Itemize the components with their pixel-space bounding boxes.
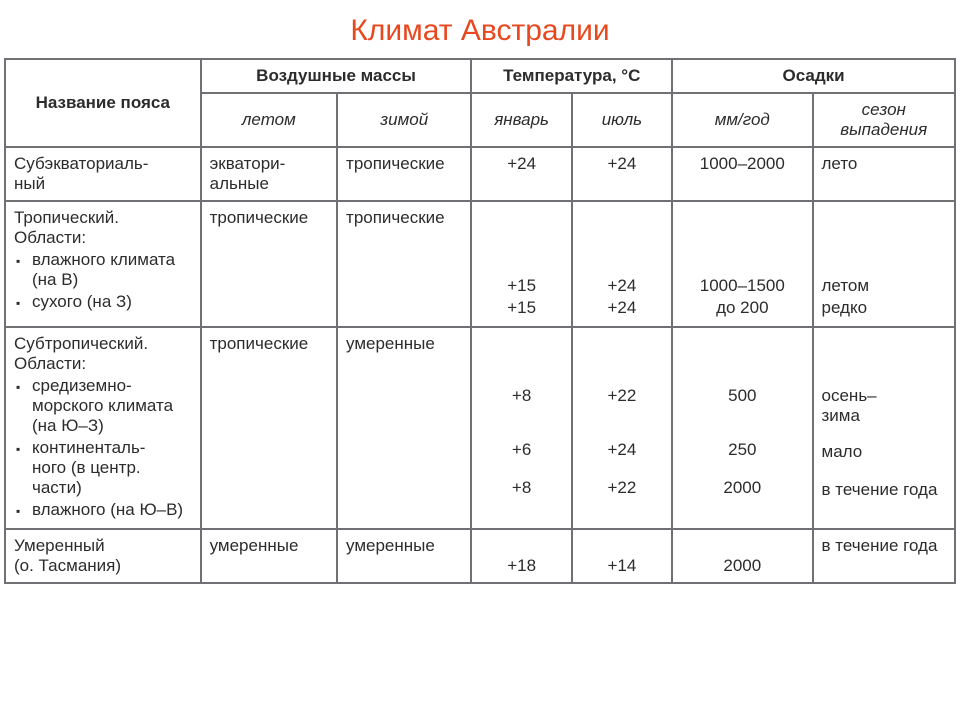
cell-mm: 1000–2000 bbox=[672, 147, 812, 201]
val: 2000 bbox=[681, 478, 803, 498]
bullet-item: сухого (на З) bbox=[14, 292, 192, 312]
cell-season: в течение года bbox=[813, 529, 955, 583]
cell-jul: +24 +24 bbox=[572, 201, 672, 327]
bullet-item: влажного климата (на В) bbox=[14, 250, 192, 290]
cell-winter: тропические bbox=[337, 201, 471, 327]
val: +8 bbox=[480, 386, 562, 406]
header-row-1: Название пояса Воздушные массы Температу… bbox=[5, 59, 955, 93]
cell-season: осень–зима мало в течение года bbox=[813, 327, 955, 529]
th-jul: июль bbox=[572, 93, 672, 147]
th-winter: зимой bbox=[337, 93, 471, 147]
table-row: Субэкваториаль-ный экватори-альные тропи… bbox=[5, 147, 955, 201]
climate-table: Название пояса Воздушные массы Температу… bbox=[4, 58, 956, 584]
val: мало bbox=[822, 442, 946, 462]
cell-mm: 1000–1500 до 200 bbox=[672, 201, 812, 327]
table-row: Субтропический. Области: средиземно-морс… bbox=[5, 327, 955, 529]
val: редко bbox=[822, 298, 946, 318]
cell-jan: +8 +6 +8 bbox=[471, 327, 571, 529]
val: +22 bbox=[581, 478, 663, 498]
th-jan: январь bbox=[471, 93, 571, 147]
cell-jan: +15 +15 bbox=[471, 201, 571, 327]
val: +8 bbox=[480, 478, 562, 498]
cell-winter: умеренные bbox=[337, 327, 471, 529]
cell-season: лето bbox=[813, 147, 955, 201]
val: +24 bbox=[581, 276, 663, 296]
cell-summer: тропические bbox=[201, 327, 337, 529]
val: до 200 bbox=[681, 298, 803, 318]
cell-jul: +14 bbox=[572, 529, 672, 583]
val: 1000–1500 bbox=[681, 276, 803, 296]
cell-jul: +22 +24 +22 bbox=[572, 327, 672, 529]
cell-winter: умеренные bbox=[337, 529, 471, 583]
page-title: Климат Австралии bbox=[0, 0, 960, 58]
th-summer: летом bbox=[201, 93, 337, 147]
cell-name: Субэкваториаль-ный bbox=[5, 147, 201, 201]
cell-summer: экватори-альные bbox=[201, 147, 337, 201]
cell-name-head: Тропический. Области: bbox=[14, 208, 192, 248]
cell-summer: умеренные bbox=[201, 529, 337, 583]
val: летом bbox=[822, 276, 946, 296]
cell-summer: тропические bbox=[201, 201, 337, 327]
val: в течение года bbox=[822, 480, 946, 500]
table-row: Умеренный(о. Тасмания) умеренные умеренн… bbox=[5, 529, 955, 583]
val: +15 bbox=[480, 276, 562, 296]
table-row: Тропический. Области: влажного климата (… bbox=[5, 201, 955, 327]
val: +24 bbox=[581, 440, 663, 460]
val: осень–зима bbox=[822, 386, 946, 426]
cell-name: Субтропический. Области: средиземно-морс… bbox=[5, 327, 201, 529]
cell-winter: тропические bbox=[337, 147, 471, 201]
th-mm: мм/год bbox=[672, 93, 812, 147]
cell-jan: +18 bbox=[471, 529, 571, 583]
bullet-item: континенталь-ного (в центр. части) bbox=[14, 438, 192, 498]
val: +15 bbox=[480, 298, 562, 318]
cell-jul: +24 bbox=[572, 147, 672, 201]
val: 250 bbox=[681, 440, 803, 460]
val: +22 bbox=[581, 386, 663, 406]
th-temp: Температура, °C bbox=[471, 59, 672, 93]
th-season: сезон выпадения bbox=[813, 93, 955, 147]
cell-name-head: Субтропический. Области: bbox=[14, 334, 192, 374]
bullet-item: влажного (на Ю–В) bbox=[14, 500, 192, 520]
cell-name: Умеренный(о. Тасмания) bbox=[5, 529, 201, 583]
th-air: Воздушные массы bbox=[201, 59, 472, 93]
val: +6 bbox=[480, 440, 562, 460]
th-precip: Осадки bbox=[672, 59, 955, 93]
cell-mm: 2000 bbox=[672, 529, 812, 583]
cell-season: летом редко bbox=[813, 201, 955, 327]
cell-name: Тропический. Области: влажного климата (… bbox=[5, 201, 201, 327]
cell-mm: 500 250 2000 bbox=[672, 327, 812, 529]
val: +24 bbox=[581, 298, 663, 318]
val: 500 bbox=[681, 386, 803, 406]
th-belt: Название пояса bbox=[5, 59, 201, 147]
cell-jan: +24 bbox=[471, 147, 571, 201]
bullet-item: средиземно-морского климата (на Ю–З) bbox=[14, 376, 192, 436]
